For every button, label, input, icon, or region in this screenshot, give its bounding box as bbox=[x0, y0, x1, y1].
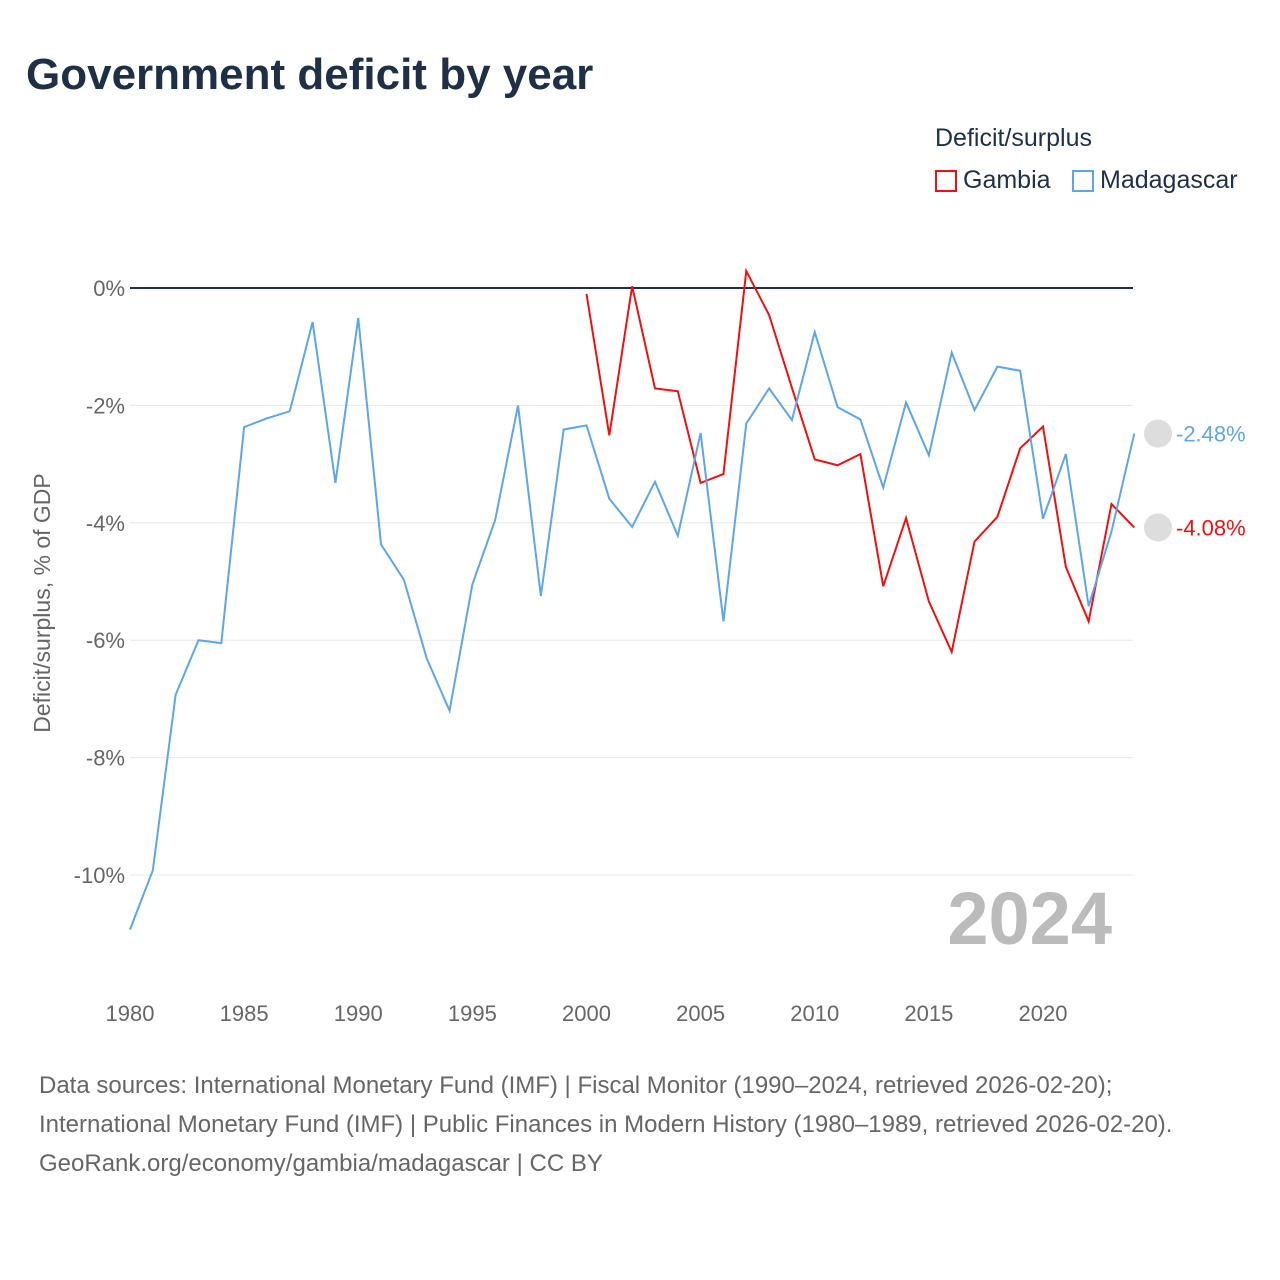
chart-title: Government deficit by year bbox=[26, 50, 594, 99]
x-tick-label: 2000 bbox=[562, 1001, 611, 1026]
credit-link[interactable]: GeoRank.org/economy/gambia/madagascar | … bbox=[39, 1150, 603, 1177]
x-tick-label: 2015 bbox=[904, 1001, 953, 1026]
y-tick-label: 0% bbox=[93, 276, 125, 301]
end-value-label: -4.08% bbox=[1176, 515, 1246, 540]
x-tick-label: 1990 bbox=[334, 1001, 383, 1026]
series-line-madagascar bbox=[129, 317, 1136, 930]
flag-icon-madagascar bbox=[1144, 419, 1172, 448]
legend-swatch-madagascar bbox=[1072, 169, 1094, 192]
line-chart: 0% -2% -4% -6% -8% -10% 1980 1985 1990 1995 2000 20… bbox=[29, 267, 1246, 1026]
y-tick-label: -10% bbox=[74, 863, 125, 888]
year-watermark: 2024 bbox=[947, 877, 1112, 960]
x-tick-label: 1985 bbox=[220, 1001, 269, 1026]
x-tick-label: 2020 bbox=[1019, 1001, 1068, 1026]
x-tick-label: 1980 bbox=[106, 1001, 155, 1026]
end-value-label: -2.48% bbox=[1176, 422, 1246, 447]
data-sources: Data sources: International Monetary Fun… bbox=[39, 1072, 1173, 1138]
legend-title: Deficit/surplus bbox=[935, 124, 1092, 152]
y-axis-label: Deficit/surplus, % of GDP bbox=[29, 473, 55, 732]
x-tick-label: 2005 bbox=[676, 1001, 725, 1026]
legend-label: Madagascar bbox=[1100, 166, 1238, 194]
x-tick-label: 1995 bbox=[448, 1001, 497, 1026]
y-tick-label: -8% bbox=[86, 746, 125, 771]
flag-icon-gambia bbox=[1144, 513, 1172, 542]
series-line-gambia bbox=[585, 267, 1136, 656]
legend-label: Gambia bbox=[963, 166, 1051, 194]
footer: Data sources: International Monetary Fun… bbox=[39, 1066, 1239, 1183]
y-tick-label: -2% bbox=[86, 393, 125, 418]
legend-item-madagascar[interactable]: Madagascar bbox=[1072, 166, 1238, 195]
x-tick-label: 2010 bbox=[790, 1001, 839, 1026]
y-tick-label: -4% bbox=[86, 511, 125, 536]
y-tick-label: -6% bbox=[86, 628, 125, 653]
legend-item-gambia[interactable]: Gambia bbox=[935, 166, 1051, 195]
legend-swatch-gambia bbox=[935, 169, 957, 192]
